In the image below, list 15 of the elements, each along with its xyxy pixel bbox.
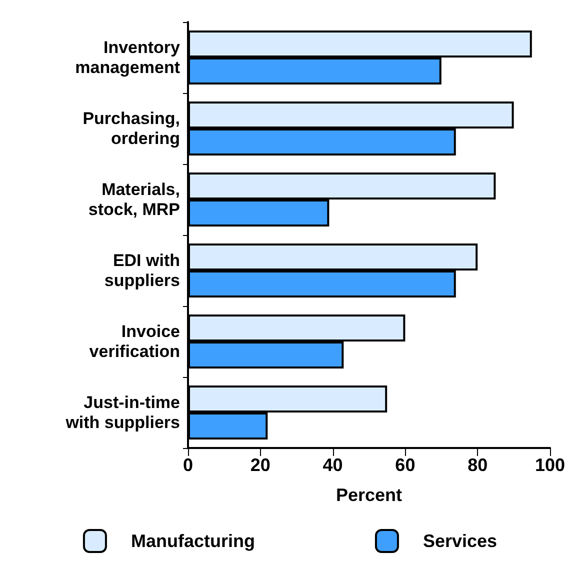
y-tick-label: EDI with suppliers <box>104 251 180 290</box>
legend-label: Services <box>422 531 498 551</box>
y-tick-label: Just-in-time with suppliers <box>64 393 180 432</box>
x-tick-label: 60 <box>395 455 416 475</box>
y-tick-label: Purchasing, ordering <box>82 109 180 148</box>
x-tick-label: 80 <box>468 455 488 475</box>
y-tick-label: Inventory management <box>75 38 181 77</box>
legend-label: Manufacturing <box>130 531 255 551</box>
y-tick-label: Materials, stock, MRP <box>88 180 180 219</box>
x-tick-label: 40 <box>322 455 343 475</box>
y-tick-label: Invoice verification <box>89 322 180 361</box>
x-tick-label: 20 <box>250 455 270 475</box>
x-tick-label: 100 <box>534 455 566 475</box>
x-tick-label: 0 <box>182 455 194 475</box>
x-axis-title: Percent <box>336 485 402 505</box>
